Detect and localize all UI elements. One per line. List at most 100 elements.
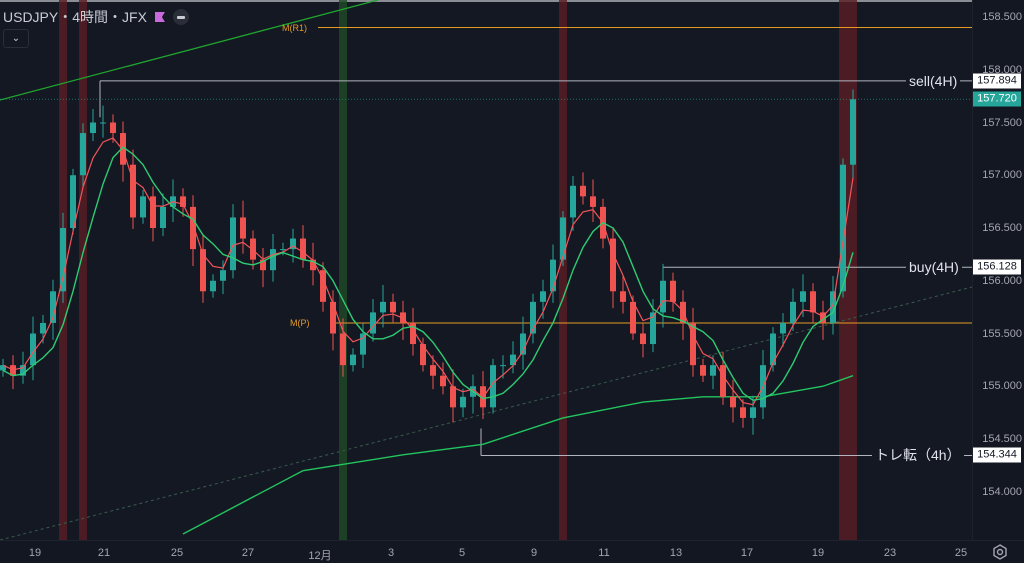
- candle: [90, 109, 96, 142]
- candle-body: [50, 291, 56, 323]
- candle: [30, 316, 36, 381]
- chart-legend: USDJPY・4時間・JFX: [3, 7, 189, 27]
- candle-body: [40, 322, 46, 334]
- candle-body: [850, 99, 856, 165]
- candle: [590, 179, 596, 223]
- candle: [160, 193, 166, 237]
- candle: [820, 300, 826, 340]
- candle: [730, 379, 736, 423]
- sell-price-label: 157.894: [973, 73, 1021, 89]
- candle-body: [810, 291, 816, 313]
- candle: [650, 299, 656, 353]
- candle-body: [740, 407, 746, 418]
- price-tick: 158.000: [982, 63, 1022, 76]
- ema-line: [2, 137, 854, 406]
- candle-body: [650, 312, 656, 345]
- candle-body: [700, 365, 706, 376]
- buy-price-label: 156.128: [973, 259, 1021, 275]
- price-tick: 157.500: [982, 116, 1022, 129]
- candle-body: [580, 185, 586, 197]
- candle: [200, 233, 206, 303]
- candle: [630, 295, 636, 340]
- candle: [140, 190, 146, 224]
- candle: [760, 350, 766, 419]
- price-tick: 155.000: [982, 380, 1022, 393]
- current-price-label: 157.720: [973, 91, 1021, 107]
- candle-body: [620, 291, 626, 302]
- candle: [270, 233, 276, 282]
- price-tick: 156.500: [982, 222, 1022, 234]
- candle-body: [420, 344, 426, 366]
- candle-body: [230, 217, 236, 271]
- candle-body: [830, 291, 836, 323]
- candle-body: [300, 238, 306, 260]
- gear-icon[interactable]: [991, 543, 1009, 561]
- price-tick: 154.000: [982, 485, 1022, 498]
- pivot-r1-label: M(R1): [282, 22, 307, 33]
- long-moving-average: [182, 375, 854, 535]
- candle: [670, 272, 676, 312]
- candle-body: [140, 196, 146, 218]
- candle: [310, 242, 316, 286]
- candle-body: [660, 280, 666, 313]
- candle-body: [590, 196, 596, 207]
- candle-body: [640, 333, 646, 345]
- price-tick: 158.500: [982, 11, 1022, 23]
- candle: [550, 244, 556, 303]
- candle-body: [520, 333, 526, 355]
- candle-body: [790, 301, 796, 323]
- price-tick: 155.500: [982, 327, 1022, 340]
- candle-body: [190, 206, 196, 250]
- candle-body: [780, 322, 786, 334]
- candle: [810, 283, 816, 323]
- candle: [750, 395, 756, 435]
- time-tick: 11: [598, 547, 610, 559]
- candle-body: [730, 396, 736, 408]
- candle-body: [220, 270, 226, 281]
- candle-body: [710, 365, 716, 376]
- flag-icon[interactable]: [154, 12, 165, 22]
- time-axis[interactable]: 19 21 25 27 12月 3 5 9 11 13 17 19 23 25: [0, 540, 1024, 563]
- time-tick: 27: [241, 547, 255, 559]
- time-tick: 23: [883, 547, 897, 559]
- candle-body: [60, 228, 66, 292]
- candle-body: [560, 217, 566, 260]
- candle-body: [260, 259, 266, 271]
- candle-body: [100, 122, 106, 124]
- candle: [530, 293, 536, 344]
- candle: [470, 374, 476, 414]
- candle: [10, 355, 16, 390]
- window-top-border: [0, 0, 1024, 2]
- candle: [210, 274, 216, 298]
- time-tick: 19: [811, 547, 825, 559]
- candle-body: [200, 249, 206, 292]
- time-tick: 21: [97, 547, 111, 559]
- candle: [380, 284, 386, 328]
- candle-body: [610, 238, 616, 292]
- highlight-band: [339, 0, 347, 540]
- candle-body: [490, 365, 496, 408]
- candle-body: [340, 333, 346, 366]
- highlight-band: [559, 0, 567, 540]
- candle-body: [280, 249, 286, 251]
- chevron-down-icon[interactable]: ⌄: [3, 29, 29, 48]
- candle: [170, 179, 176, 223]
- candle-body: [500, 365, 506, 367]
- candle-body: [20, 365, 26, 376]
- trend-line-dashed: [0, 286, 972, 540]
- candle: [510, 341, 516, 374]
- candle: [60, 212, 66, 303]
- minus-circle-icon[interactable]: [172, 9, 189, 25]
- candle: [460, 388, 466, 418]
- time-tick: 12月: [308, 550, 332, 562]
- candle: [100, 105, 106, 138]
- candle-body: [160, 206, 166, 228]
- candle-body: [30, 333, 36, 366]
- candle-body: [310, 259, 316, 271]
- price-chart[interactable]: [0, 0, 972, 540]
- short-moving-average: [2, 146, 854, 402]
- candle: [260, 248, 266, 288]
- symbol-title[interactable]: USDJPY・4時間・JFX: [3, 9, 147, 25]
- time-tick: 13: [669, 547, 683, 559]
- candle-body: [330, 301, 336, 334]
